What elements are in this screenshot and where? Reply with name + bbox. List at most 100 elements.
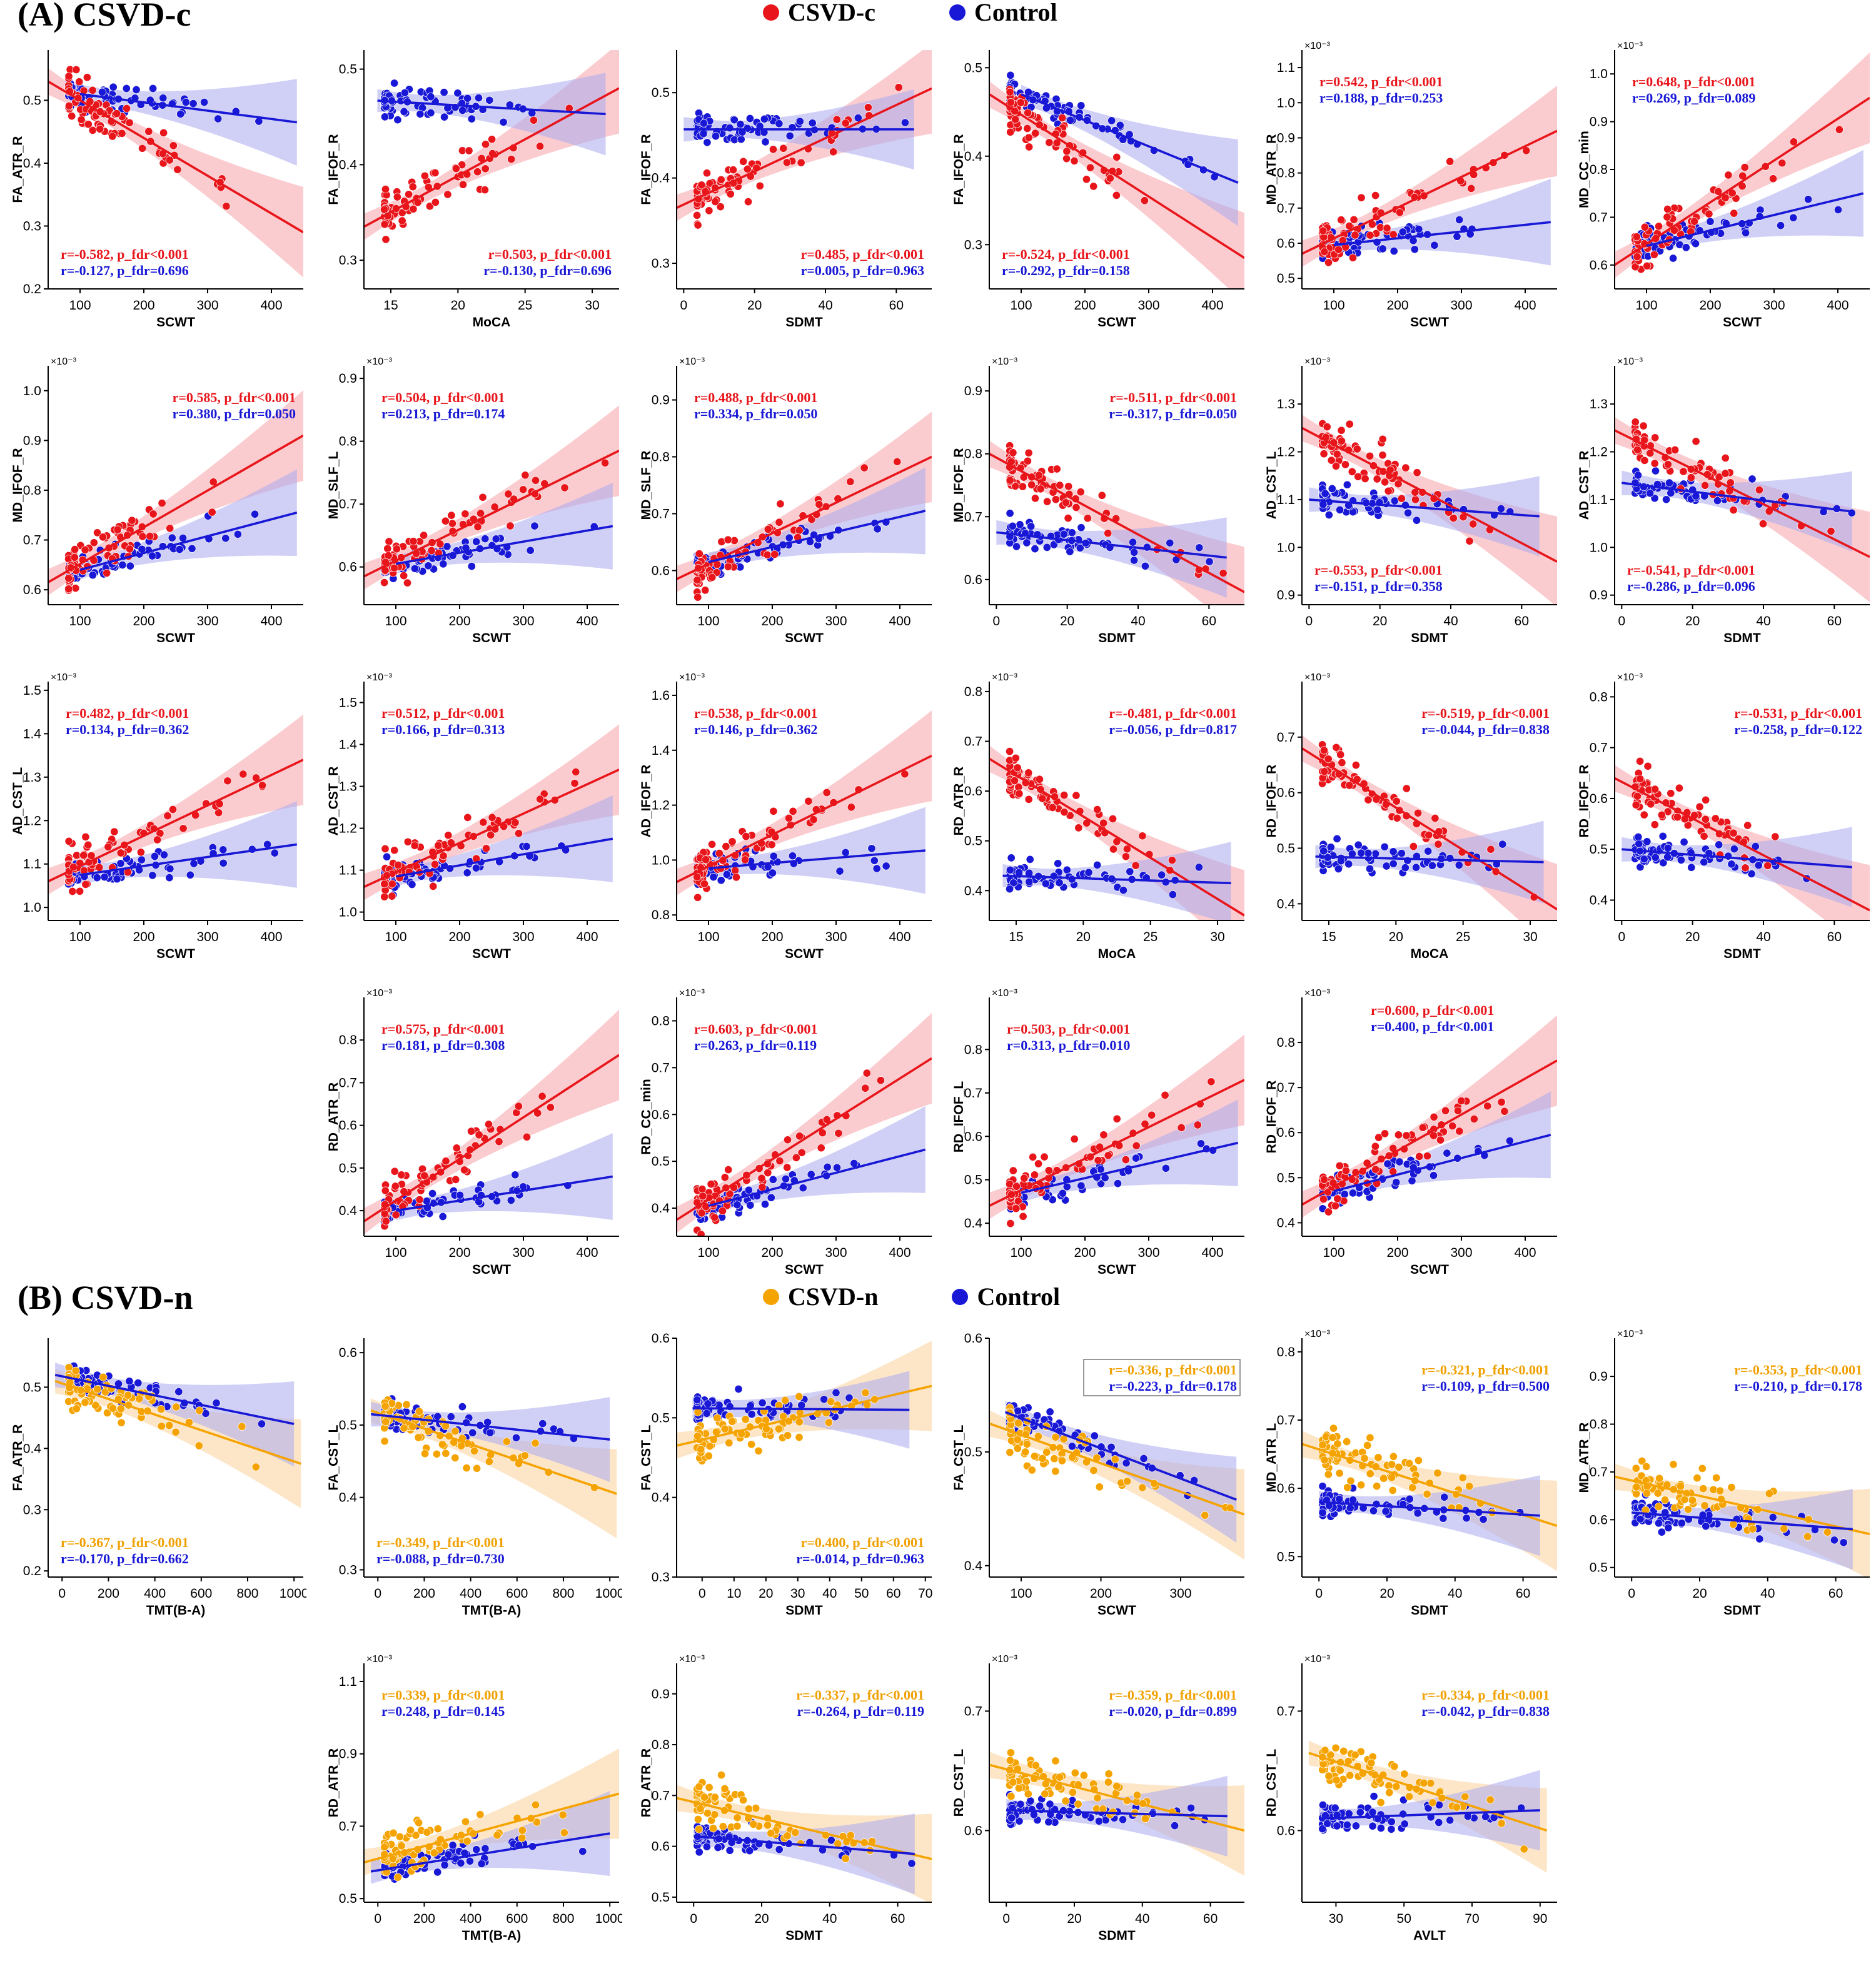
annotation-control-stat: r=-0.151, p_fdr=0.358 xyxy=(1314,578,1443,594)
group-point xyxy=(393,860,403,870)
group-point xyxy=(1395,208,1404,217)
group-point xyxy=(782,158,791,167)
control-point xyxy=(870,856,879,865)
section-b-legend: CSVD-n Control xyxy=(763,1282,1060,1311)
group-point xyxy=(439,852,448,860)
group-point xyxy=(1341,460,1350,469)
group-point xyxy=(1201,1511,1209,1520)
control-point xyxy=(481,535,490,543)
control-point xyxy=(1093,860,1102,869)
control-point xyxy=(699,119,709,128)
x-tick-label: 20 xyxy=(1379,1586,1394,1601)
x-tick-label: 50 xyxy=(854,1586,869,1601)
control-point xyxy=(873,525,882,533)
group-point xyxy=(1675,784,1683,792)
group-point xyxy=(1112,191,1121,199)
group-point xyxy=(520,1451,529,1460)
y-tick-label: 0.7 xyxy=(1590,1465,1608,1480)
control-point xyxy=(1119,886,1128,895)
group-point xyxy=(381,1402,390,1411)
axis-exponent-label: ×10⁻³ xyxy=(1304,1329,1331,1339)
y-tick-label: 0.8 xyxy=(652,908,670,922)
scatter-panel-a22: 100 200 300 4000.40.50.60.70.8SCWTRD_IFOF_R… xyxy=(1264,988,1557,1277)
group-point xyxy=(1051,1467,1060,1476)
group-point xyxy=(448,519,456,528)
group-point xyxy=(1019,1212,1027,1221)
x-axis-title: MoCA xyxy=(1411,947,1449,961)
control-point xyxy=(424,562,433,570)
y-tick-label: 1.5 xyxy=(23,683,41,698)
group-point xyxy=(1700,832,1708,840)
group-point xyxy=(784,1136,792,1144)
group-point xyxy=(1060,808,1069,817)
fit-line-group xyxy=(989,757,1244,917)
control-point xyxy=(472,537,481,546)
group-point xyxy=(409,537,418,546)
group-point xyxy=(381,1186,390,1195)
y-tick-label: 0.5 xyxy=(964,834,982,849)
group-point xyxy=(1651,433,1660,442)
scatter-panel-a1: 100 200 300 4000.20.30.40.5SCWTFA_ATR_Rr=-0… xyxy=(11,50,303,330)
group-point xyxy=(1721,453,1730,463)
annotation-control-stat: r=-0.130, p_fdr=0.696 xyxy=(483,263,612,278)
group-point xyxy=(1366,231,1374,239)
group-point xyxy=(1408,1483,1417,1492)
group-point xyxy=(1006,128,1015,136)
group-point xyxy=(758,1182,767,1192)
x-tick-label: 0 xyxy=(374,1586,381,1601)
group-point xyxy=(113,109,121,118)
annotation-control-stat: r=-0.056, p_fdr=0.817 xyxy=(1109,722,1237,737)
group-point xyxy=(1655,1474,1664,1483)
group-point xyxy=(1086,163,1095,172)
group-point xyxy=(1632,1490,1641,1498)
fit-line-group xyxy=(364,769,619,889)
x-tick-label: 200 xyxy=(133,614,154,628)
control-point xyxy=(1429,1171,1438,1180)
control-point xyxy=(410,564,419,573)
y-tick-label: 0.9 xyxy=(1590,1369,1608,1384)
group-point xyxy=(390,563,399,572)
group-point xyxy=(1012,1182,1021,1191)
control-point xyxy=(1058,1189,1067,1197)
group-point xyxy=(138,532,147,541)
control-point xyxy=(1392,1178,1401,1187)
group-point xyxy=(1006,1448,1014,1457)
group-point xyxy=(1715,1486,1725,1495)
group-point xyxy=(1006,88,1014,96)
group-point xyxy=(846,477,855,486)
control-point xyxy=(769,852,778,860)
group-point xyxy=(125,545,134,553)
group-point xyxy=(1106,174,1114,183)
x-tick-label: 400 xyxy=(576,1246,598,1260)
group-point xyxy=(1738,171,1747,180)
plot-area xyxy=(1302,1424,1557,1571)
x-tick-label: 100 xyxy=(69,930,91,944)
group-point xyxy=(716,203,725,211)
group-point xyxy=(1361,474,1369,483)
group-point xyxy=(1441,1106,1450,1115)
y-tick-label: 1.0 xyxy=(1277,540,1295,555)
group-point xyxy=(693,211,702,219)
group-point xyxy=(795,1433,804,1442)
control-point xyxy=(440,88,448,97)
axis-exponent-label: ×10⁻³ xyxy=(1304,988,1331,999)
control-point xyxy=(1662,495,1671,504)
control-point xyxy=(1505,1136,1514,1145)
control-point xyxy=(189,99,198,108)
control-point xyxy=(499,118,508,126)
group-point xyxy=(1729,829,1738,837)
control-point xyxy=(1702,1522,1710,1531)
x-tick-label: 400 xyxy=(889,614,910,628)
x-axis-title: SCWT xyxy=(785,947,824,961)
group-point xyxy=(451,1175,460,1184)
group-point xyxy=(783,1163,792,1172)
group-point xyxy=(1388,1486,1397,1495)
control-point xyxy=(1066,116,1075,124)
x-tick-label: 300 xyxy=(1137,298,1159,313)
control-point xyxy=(186,870,194,879)
y-tick-label: 0.8 xyxy=(339,435,357,449)
group-point xyxy=(420,531,428,540)
y-axis-title: FA_CST_L xyxy=(326,1424,341,1490)
group-point xyxy=(96,124,104,133)
group-point xyxy=(68,112,76,121)
